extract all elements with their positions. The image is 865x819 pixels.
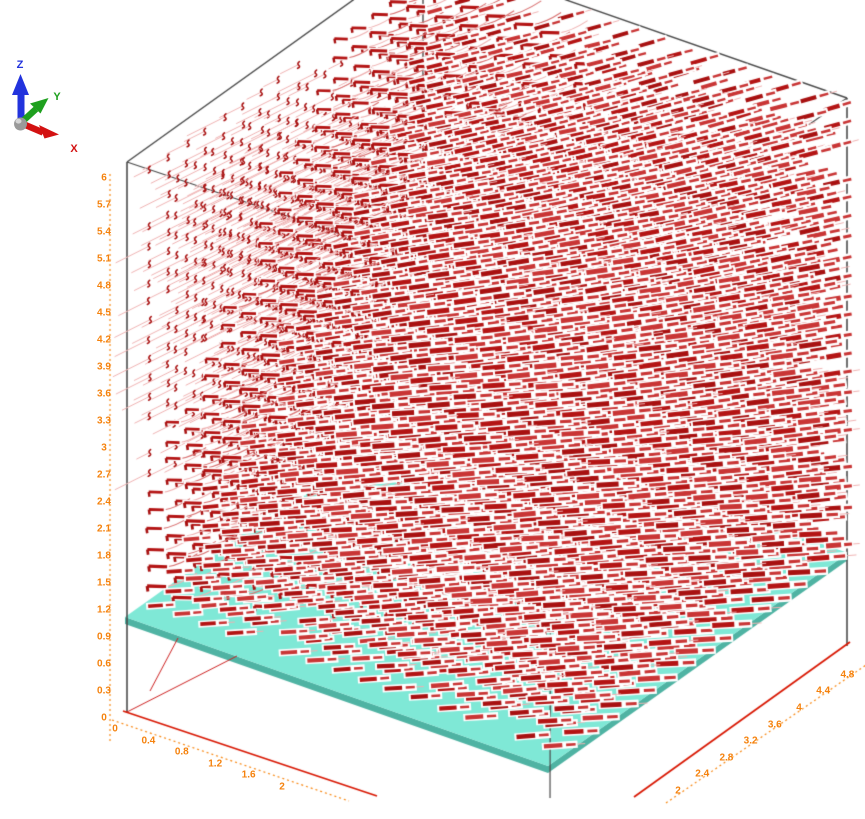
vector-plot-canvas[interactable] [0, 0, 865, 819]
plot-viewport: Z Y X 6 5.7 5.4 5.1 4.8 4.5 4.2 3.9 3.6 3.3 3 2.7 2.… [0, 0, 865, 819]
